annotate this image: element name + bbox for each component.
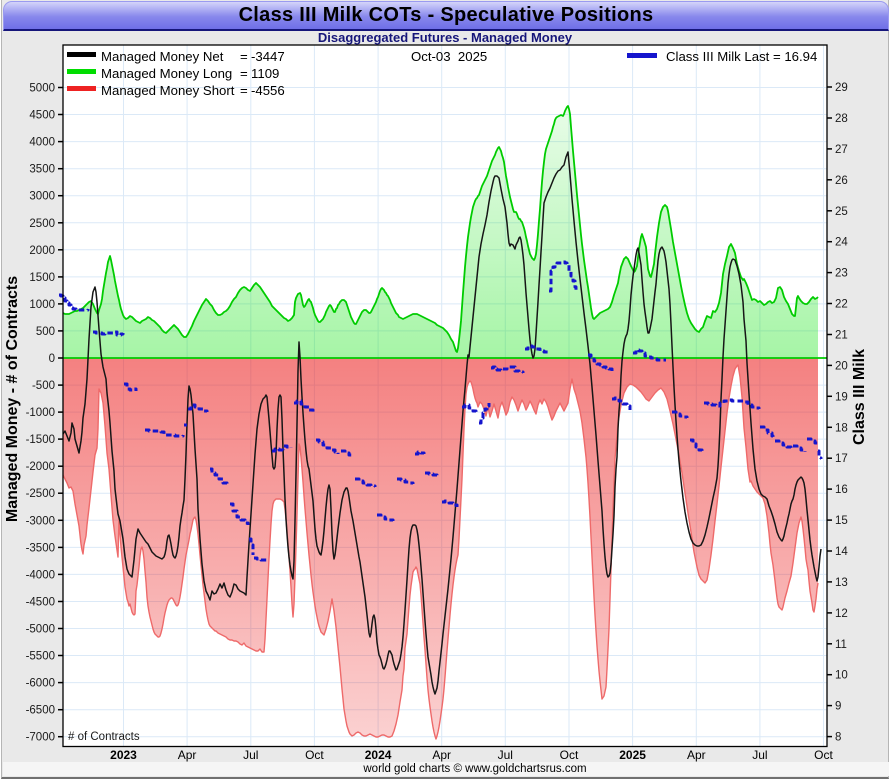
svg-text:1109: 1109: [251, 66, 279, 81]
svg-text:15: 15: [835, 515, 848, 527]
svg-text:11: 11: [835, 639, 847, 651]
svg-text:Apr: Apr: [432, 748, 451, 762]
svg-text:2000: 2000: [29, 245, 55, 257]
svg-text:Managed Money - # of Contracts: Managed Money - # of Contracts: [4, 276, 21, 522]
svg-text:-4000: -4000: [26, 569, 55, 581]
svg-text:5000: 5000: [29, 83, 55, 95]
svg-text:Jul: Jul: [752, 748, 767, 762]
svg-text:21: 21: [835, 330, 848, 342]
svg-text:=: =: [240, 49, 248, 64]
svg-text:2024: 2024: [365, 748, 392, 762]
svg-text:Jul: Jul: [498, 748, 513, 762]
svg-text:-6000: -6000: [26, 678, 55, 690]
svg-text:26: 26: [835, 175, 848, 187]
svg-text:17: 17: [835, 453, 848, 465]
svg-text:27: 27: [835, 144, 848, 156]
svg-text:-3500: -3500: [26, 542, 55, 554]
svg-text:4500: 4500: [29, 110, 55, 122]
svg-text:Managed Money Long: Managed Money Long: [101, 66, 232, 81]
svg-text:-7000: -7000: [26, 732, 55, 744]
svg-text:Class III Milk Last = 16.94: Class III Milk Last = 16.94: [666, 49, 817, 64]
svg-text:Oct: Oct: [814, 748, 833, 762]
svg-text:=: =: [240, 66, 248, 81]
svg-text:25: 25: [835, 206, 848, 218]
svg-text:12: 12: [835, 608, 848, 620]
svg-text:3500: 3500: [29, 164, 55, 176]
svg-text:8: 8: [835, 732, 841, 744]
svg-text:# of Contracts: # of Contracts: [68, 731, 140, 743]
svg-text:18: 18: [835, 422, 848, 434]
svg-text:-4556: -4556: [251, 83, 285, 98]
svg-text:Apr: Apr: [687, 748, 706, 762]
svg-text:2023: 2023: [110, 748, 137, 762]
svg-text:Jul: Jul: [243, 748, 258, 762]
svg-text:-4500: -4500: [26, 597, 55, 609]
svg-text:3000: 3000: [29, 191, 55, 203]
svg-text:Oct-03 2025: Oct-03 2025: [411, 49, 487, 64]
svg-text:=: =: [240, 83, 248, 98]
svg-text:29: 29: [835, 82, 848, 94]
svg-text:-5500: -5500: [26, 651, 55, 663]
svg-text:world gold charts © www.goldch: world gold charts © www.goldchartsrus.co…: [362, 763, 586, 775]
svg-text:Oct: Oct: [560, 748, 579, 762]
svg-text:-5000: -5000: [26, 624, 55, 636]
svg-text:20: 20: [835, 360, 848, 372]
svg-text:Class III Milk: Class III Milk: [851, 349, 868, 445]
svg-text:16: 16: [835, 484, 848, 496]
svg-text:-2000: -2000: [26, 461, 55, 473]
svg-text:4000: 4000: [29, 137, 55, 149]
svg-text:-3447: -3447: [251, 49, 285, 64]
svg-text:2500: 2500: [29, 218, 55, 230]
svg-text:-1500: -1500: [26, 434, 55, 446]
svg-text:500: 500: [36, 326, 55, 338]
svg-text:1000: 1000: [29, 299, 55, 311]
svg-text:23: 23: [835, 268, 848, 280]
svg-text:10: 10: [835, 670, 848, 682]
svg-text:Managed Money Net: Managed Money Net: [101, 49, 224, 64]
svg-text:13: 13: [835, 577, 848, 589]
svg-text:1500: 1500: [29, 272, 55, 284]
svg-text:-3000: -3000: [26, 515, 55, 527]
svg-text:-2500: -2500: [26, 488, 55, 500]
svg-text:-1000: -1000: [26, 407, 55, 419]
svg-text:19: 19: [835, 391, 848, 403]
svg-text:Oct: Oct: [305, 748, 324, 762]
svg-text:24: 24: [835, 237, 848, 249]
svg-text:9: 9: [835, 701, 841, 713]
svg-text:2025: 2025: [619, 748, 646, 762]
svg-text:Managed Money Short: Managed Money Short: [101, 83, 235, 98]
svg-text:22: 22: [835, 299, 848, 311]
svg-text:28: 28: [835, 113, 848, 125]
svg-text:0: 0: [49, 353, 55, 365]
svg-text:Apr: Apr: [178, 748, 197, 762]
svg-text:-6500: -6500: [26, 705, 55, 717]
svg-text:-500: -500: [32, 380, 55, 392]
svg-text:14: 14: [835, 546, 848, 558]
